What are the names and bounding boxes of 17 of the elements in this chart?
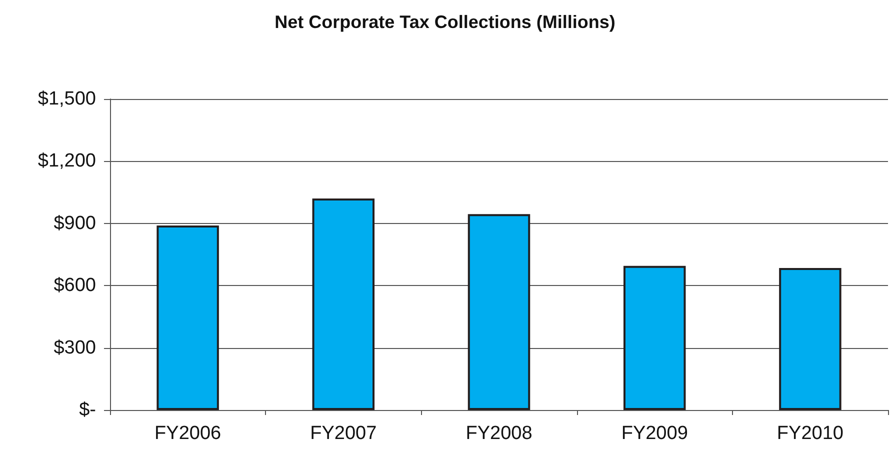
y-tick-label: $- xyxy=(79,400,96,420)
bar xyxy=(623,266,686,410)
y-tick-label: $1,500 xyxy=(38,88,96,110)
y-tick-label: $300 xyxy=(54,337,96,358)
bar xyxy=(156,225,219,410)
y-tick-label: $600 xyxy=(54,275,96,296)
x-tick-label: FY2009 xyxy=(621,423,688,444)
chart-title: Net Corporate Tax Collections (Millions) xyxy=(274,12,616,32)
y-tick-label: $900 xyxy=(54,212,96,234)
x-tick-label: FY2010 xyxy=(776,423,844,444)
bar xyxy=(779,268,842,410)
bar xyxy=(312,198,375,410)
x-tick-label: FY2007 xyxy=(310,423,377,444)
y-tick-label: $1,200 xyxy=(38,150,96,172)
bar xyxy=(468,214,530,410)
x-tick-label: FY2006 xyxy=(154,423,222,444)
x-tick-label: FY2008 xyxy=(466,423,532,444)
